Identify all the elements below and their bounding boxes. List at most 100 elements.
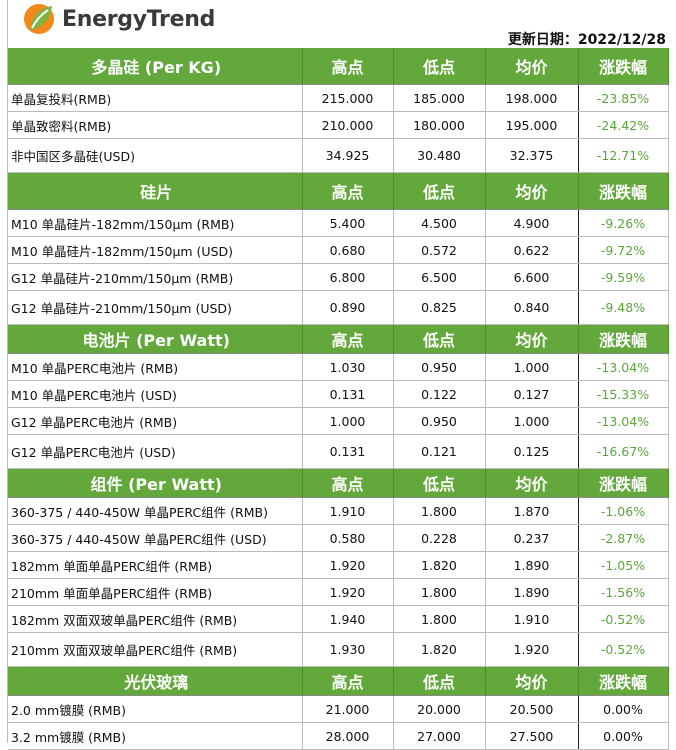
- price-table: 多晶硅 (Per KG) 高点 低点 均价 涨跌幅 单晶复投料(RMB) 215.000 18…: [8, 48, 669, 750]
- change-percent: -9.59%: [578, 263, 669, 291]
- high-price: 0.680: [302, 236, 394, 264]
- average-price: 4.900: [485, 209, 579, 237]
- high-price: 210.000: [302, 111, 394, 139]
- low-price: 4.500: [393, 209, 486, 237]
- average-price: 1.870: [485, 497, 579, 525]
- product-name: 非中国区多晶硅(USD): [8, 138, 303, 173]
- low-price: 6.500: [393, 263, 486, 291]
- change-percent: -2.87%: [578, 524, 669, 552]
- high-price: 0.131: [302, 434, 394, 469]
- product-name: M10 单晶硅片-182mm/150μm (USD): [8, 236, 303, 264]
- change-percent: -24.42%: [578, 111, 669, 139]
- column-header: 均价: [485, 666, 579, 696]
- product-name: G12 单晶硅片-210mm/150μm (USD): [8, 290, 303, 325]
- average-price: 27.500: [485, 722, 579, 750]
- table-row: 182mm 双面双玻单晶PERC组件 (RMB) 1.940 1.800 1.910-…: [8, 605, 669, 633]
- leaf-logo-icon: [24, 4, 54, 34]
- column-header: 均价: [485, 324, 579, 354]
- section-header: 组件 (Per Watt) 高点 低点 均价 涨跌幅: [8, 468, 669, 498]
- average-price: 195.000: [485, 111, 579, 139]
- change-percent: -1.06%: [578, 497, 669, 525]
- column-header: 高点: [302, 666, 394, 696]
- change-percent: 0.00%: [578, 695, 669, 723]
- table-row: 360-375 / 440-450W 单晶PERC组件 (USD) 0.580 0.…: [8, 524, 669, 552]
- high-price: 0.890: [302, 290, 394, 325]
- column-header: 高点: [302, 48, 394, 85]
- low-price: 0.825: [393, 290, 486, 325]
- low-price: 1.820: [393, 632, 486, 667]
- product-name: G12 单晶PERC电池片 (USD): [8, 434, 303, 469]
- column-header: 低点: [393, 48, 486, 85]
- table-row: G12 单晶PERC电池片 (USD) 0.131 0.121 0.125 -16.67…: [8, 434, 669, 469]
- change-percent: -13.04%: [578, 407, 669, 435]
- change-percent: -16.67%: [578, 434, 669, 469]
- high-price: 0.131: [302, 380, 394, 408]
- average-price: 0.840: [485, 290, 579, 325]
- low-price: 185.000: [393, 84, 486, 112]
- product-name: 360-375 / 440-450W 单晶PERC组件 (RMB): [8, 497, 303, 525]
- low-price: 0.122: [393, 380, 486, 408]
- table-row: 非中国区多晶硅(USD) 34.925 30.480 32.375 -12.71%: [8, 138, 669, 173]
- section-title: 组件 (Per Watt): [8, 468, 303, 498]
- average-price: 20.500: [485, 695, 579, 723]
- low-price: 0.572: [393, 236, 486, 264]
- product-name: G12 单晶硅片-210mm/150μm (RMB): [8, 263, 303, 291]
- column-header: 低点: [393, 468, 486, 498]
- average-price: 198.000: [485, 84, 579, 112]
- average-price: 0.127: [485, 380, 579, 408]
- table-row: 210mm 双面双玻单晶PERC组件 (RMB) 1.930 1.820 1.920-…: [8, 632, 669, 667]
- high-price: 21.000: [302, 695, 394, 723]
- change-percent: -1.56%: [578, 578, 669, 606]
- column-header: 涨跌幅: [578, 468, 669, 498]
- brand-name: EnergyTrend: [62, 6, 216, 32]
- low-price: 0.228: [393, 524, 486, 552]
- high-price: 1.940: [302, 605, 394, 633]
- low-price: 20.000: [393, 695, 486, 723]
- section-header: 多晶硅 (Per KG) 高点 低点 均价 涨跌幅: [8, 48, 669, 85]
- high-price: 28.000: [302, 722, 394, 750]
- table-row: M10 单晶PERC电池片 (RMB) 1.030 0.950 1.000 -13.04…: [8, 353, 669, 381]
- table-row: G12 单晶硅片-210mm/150μm (RMB) 6.800 6.500 6.60…: [8, 263, 669, 291]
- low-price: 27.000: [393, 722, 486, 750]
- column-header: 高点: [302, 468, 394, 498]
- change-percent: -1.05%: [578, 551, 669, 579]
- low-price: 1.800: [393, 497, 486, 525]
- average-price: 1.910: [485, 605, 579, 633]
- section-header: 硅片 高点 低点 均价 涨跌幅: [8, 172, 669, 210]
- average-price: 32.375: [485, 138, 579, 173]
- table-row: G12 单晶PERC电池片 (RMB) 1.000 0.950 1.000 -13.04…: [8, 407, 669, 435]
- change-percent: -0.52%: [578, 632, 669, 667]
- low-price: 1.800: [393, 578, 486, 606]
- average-price: 1.000: [485, 407, 579, 435]
- change-percent: -9.26%: [578, 209, 669, 237]
- low-price: 1.820: [393, 551, 486, 579]
- high-price: 6.800: [302, 263, 394, 291]
- column-header: 涨跌幅: [578, 666, 669, 696]
- high-price: 1.000: [302, 407, 394, 435]
- table-row: 182mm 单面单晶PERC组件 (RMB) 1.920 1.820 1.890 -1.…: [8, 551, 669, 579]
- product-name: 单晶复投料(RMB): [8, 84, 303, 112]
- column-header: 涨跌幅: [578, 48, 669, 85]
- update-date: 更新日期：2022/12/28: [507, 32, 666, 48]
- divider: [7, 0, 8, 743]
- low-price: 180.000: [393, 111, 486, 139]
- change-percent: 0.00%: [578, 722, 669, 750]
- average-price: 0.237: [485, 524, 579, 552]
- column-header: 涨跌幅: [578, 324, 669, 354]
- product-name: G12 单晶PERC电池片 (RMB): [8, 407, 303, 435]
- column-header: 涨跌幅: [578, 172, 669, 210]
- table-row: G12 单晶硅片-210mm/150μm (USD) 0.890 0.825 0.84…: [8, 290, 669, 325]
- low-price: 30.480: [393, 138, 486, 173]
- section-header: 光伏玻璃 高点 低点 均价 涨跌幅: [8, 666, 669, 696]
- product-name: M10 单晶PERC电池片 (USD): [8, 380, 303, 408]
- table-row: 3.2 mm镀膜 (RMB) 28.000 27.000 27.500 0.00%: [8, 722, 669, 750]
- column-header: 低点: [393, 172, 486, 210]
- change-percent: -12.71%: [578, 138, 669, 173]
- product-name: M10 单晶硅片-182mm/150μm (RMB): [8, 209, 303, 237]
- column-header: 低点: [393, 666, 486, 696]
- high-price: 5.400: [302, 209, 394, 237]
- column-header: 均价: [485, 468, 579, 498]
- high-price: 215.000: [302, 84, 394, 112]
- average-price: 1.000: [485, 353, 579, 381]
- column-header: 高点: [302, 172, 394, 210]
